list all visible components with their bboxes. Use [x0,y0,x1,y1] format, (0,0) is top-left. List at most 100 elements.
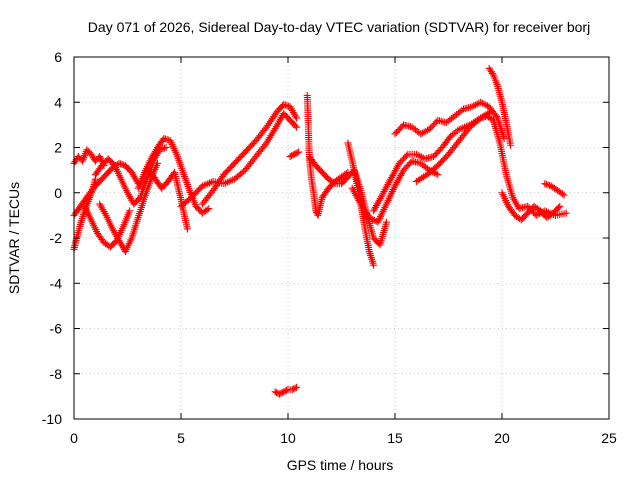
data-point-run [444,113,457,125]
axis-ticks [73,56,610,420]
data-point-run [435,152,451,168]
data-point-run [446,138,462,157]
data-point-run [401,159,415,173]
series-track-g [134,134,213,217]
data-point-run [418,161,432,173]
data-point-run [439,134,453,150]
data-point-run [367,215,380,225]
y-tick-label: -4 [50,275,63,291]
data-point-run [308,177,317,195]
data-point-run [173,152,186,174]
data-point-run [290,384,299,393]
data-point-run [159,179,171,191]
y-tick-label: -6 [50,321,63,337]
data-point-run [167,139,180,156]
data-point-run [320,170,331,182]
series-track-a [70,146,108,170]
data-point-run [397,152,410,166]
series-track-k [271,383,301,398]
y-tick-label: -10 [42,411,62,427]
x-tick-label: 15 [387,430,403,446]
data-point-run [73,222,84,242]
x-tick-labels: 0 5 10 15 20 25 [70,430,617,446]
data-point-run [358,202,372,220]
data-point-run [91,179,102,191]
data-point [293,123,301,131]
y-tick-label: -2 [50,230,63,246]
data-point-run [103,213,116,231]
chart-title: Day 071 of 2026, Sidereal Day-to-day VTE… [88,19,590,35]
data-point-run [131,195,143,207]
data-point [412,177,420,185]
data-point-run [333,180,343,188]
data-point-run [117,160,128,169]
data-point-run [122,236,135,254]
data-point-run [97,172,109,184]
x-tick-label: 10 [280,430,296,446]
data-point-run [88,218,101,236]
series-track-s [412,112,570,219]
data-point-run [103,165,115,177]
data-point-run [281,386,291,395]
data-point [280,101,288,109]
data-point-run [457,125,473,143]
x-tick-label: 20 [494,430,510,446]
data-point-run [344,141,356,163]
data-point-run [97,202,109,217]
x-tick-label: 25 [601,430,617,446]
data-point-run [339,170,350,180]
series-track-d [91,144,170,208]
data-point-run [281,101,293,110]
data-point-run [349,186,364,206]
data-point-run [76,154,85,164]
data-point-run [490,118,503,145]
data-point-run [406,150,418,158]
data-point-run [303,94,312,127]
data-point-run [118,177,131,195]
data-point-run [264,109,280,129]
y-axis-label: SDTVAR / TECUs [6,182,22,294]
data-point-run [95,231,107,245]
data-point [370,207,378,215]
data-point [126,207,134,215]
data-point-run [71,154,81,166]
data-point-run [485,113,496,123]
data-point-run [128,216,142,240]
data-point-run [494,116,507,140]
y-tick-label: 2 [54,140,62,156]
data-point-run [499,191,512,208]
data-point-run [313,163,325,175]
series-track-e [96,159,161,256]
data-point-run [505,204,518,218]
y-tick-labels: -10 -8 -6 -4 -2 0 2 4 6 [42,49,62,427]
data-point-run [200,188,216,206]
data-point-run [281,111,293,123]
series-track-v [541,180,568,199]
data-point-run [243,154,259,172]
x-tick-label: 0 [70,430,78,446]
data-point-run [82,204,94,222]
y-tick-label: 6 [54,49,62,65]
data-point-run [189,183,205,200]
data-point-run [232,167,248,182]
series-track-j [198,101,301,208]
data-point [556,202,564,210]
data-point-run [157,144,168,153]
data-point-run [549,183,560,193]
data-point-run [165,170,178,184]
y-tick-label: 0 [54,185,62,201]
data-point-run [414,172,429,184]
data-point [348,184,356,192]
data-point [378,191,386,199]
data-point-run [200,206,211,216]
data-point-run [114,225,126,242]
data-point [153,159,161,167]
data-point-run [222,176,237,187]
data-point [183,225,191,233]
data-point-run [366,250,377,267]
data-point-run [71,204,83,218]
data-point-run [232,149,248,166]
data-point-run [379,177,394,197]
data-point [382,218,390,226]
data-point-run [503,121,514,147]
